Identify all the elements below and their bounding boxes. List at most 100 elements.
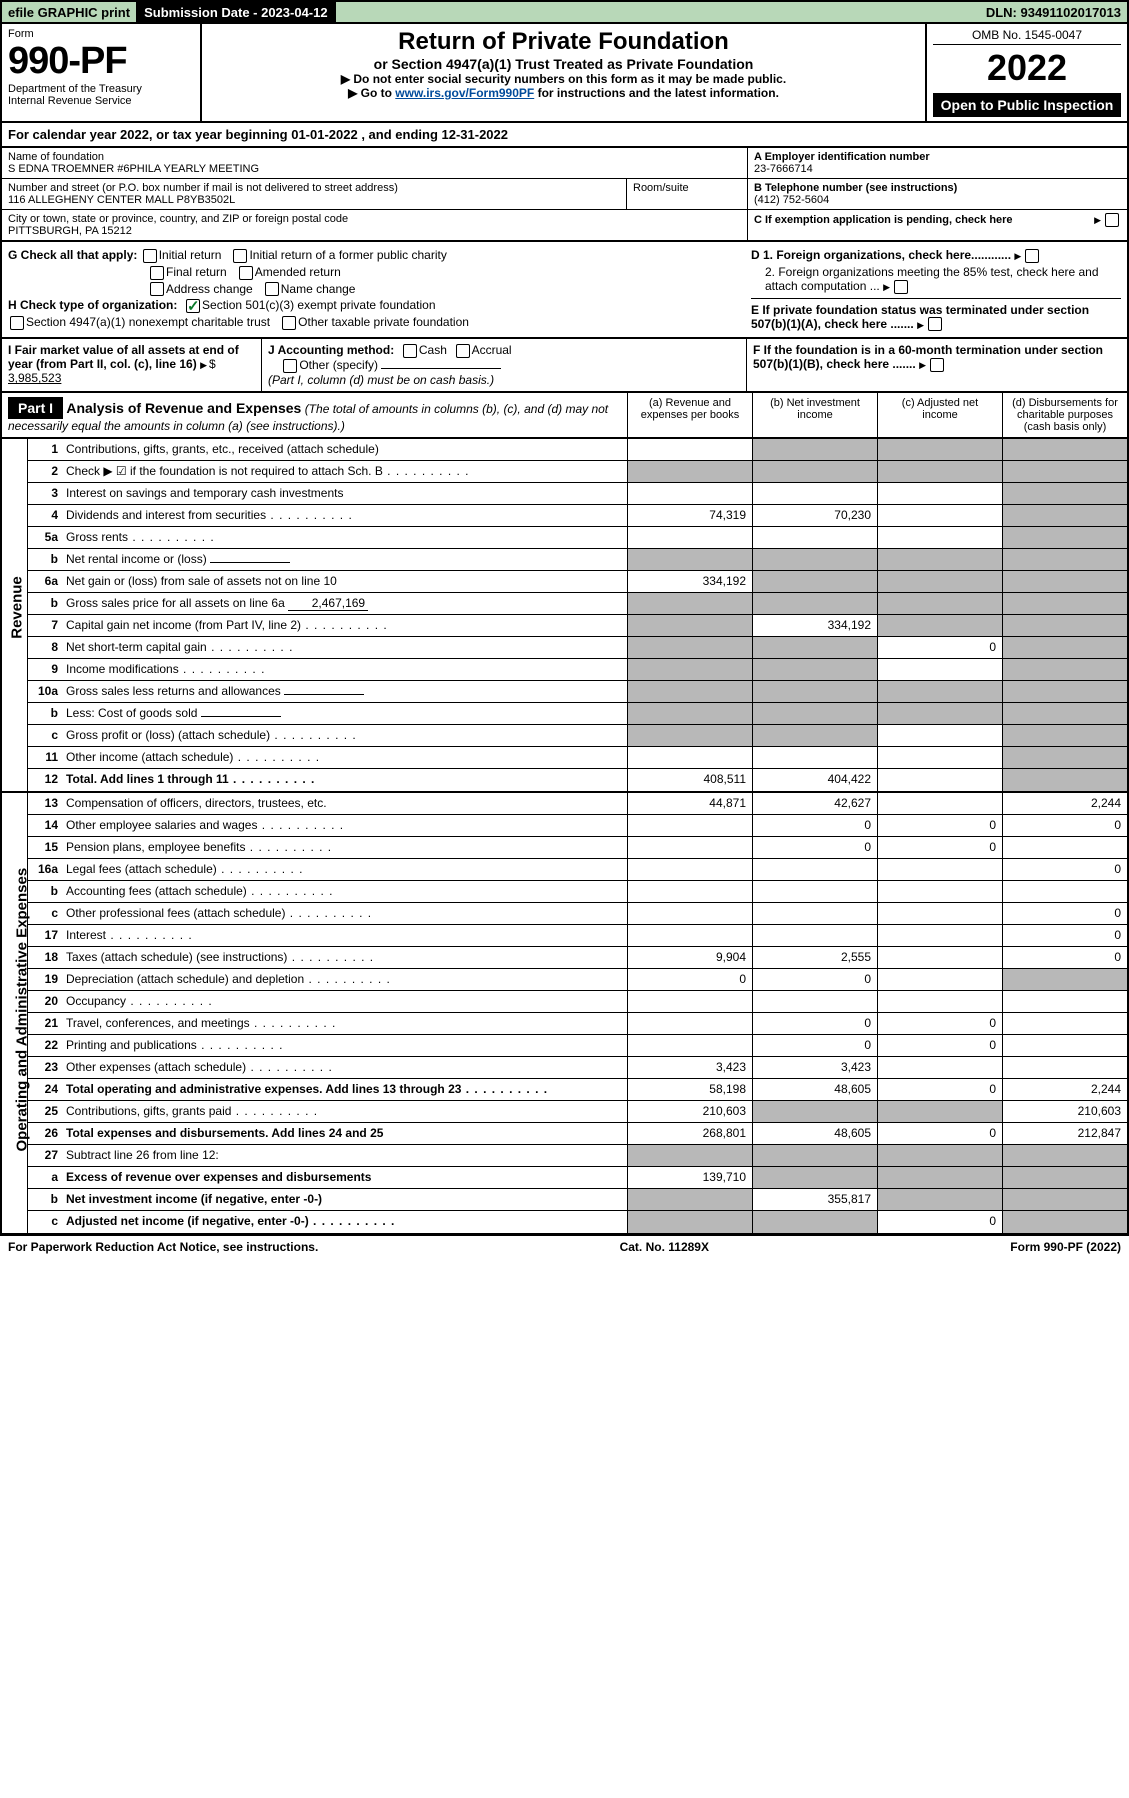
cell-value [1002,439,1127,460]
cell-value [627,991,752,1012]
line-number: 19 [28,969,62,990]
line-number: b [28,881,62,902]
cell-value: 3,423 [752,1057,877,1078]
table-row: 12Total. Add lines 1 through 11408,51140… [28,769,1127,791]
table-row: 1Contributions, gifts, grants, etc., rec… [28,439,1127,461]
name-change-checkbox[interactable] [265,282,279,296]
part1-header-row: Part I Analysis of Revenue and Expenses … [0,393,1129,439]
cell-value [877,1101,1002,1122]
cell-value [752,1145,877,1166]
cell-value [877,903,1002,924]
cell-value [1002,991,1127,1012]
fmv-value: 3,985,523 [8,371,61,385]
page-footer: For Paperwork Reduction Act Notice, see … [0,1235,1129,1258]
address-change-checkbox[interactable] [150,282,164,296]
f-checkbox[interactable] [930,358,944,372]
other-taxable-checkbox[interactable] [282,316,296,330]
cash-checkbox[interactable] [403,344,417,358]
cell-value [877,505,1002,526]
cell-value [877,991,1002,1012]
e-checkbox[interactable] [928,317,942,331]
d1-line: D 1. Foreign organizations, check here..… [751,248,1121,263]
initial-public-checkbox[interactable] [233,249,247,263]
cell-value [627,461,752,482]
table-row: 25Contributions, gifts, grants paid210,6… [28,1101,1127,1123]
cell-value: 0 [752,815,877,836]
cell-value [877,681,1002,702]
other-method-checkbox[interactable] [283,359,297,373]
initial-return-checkbox[interactable] [143,249,157,263]
irs-link[interactable]: www.irs.gov/Form990PF [395,86,534,100]
d1-checkbox[interactable] [1025,249,1039,263]
cell-value: 0 [1002,903,1127,924]
cell-value [627,1211,752,1233]
exemption-checkbox[interactable] [1105,213,1119,227]
expenses-side-label: Operating and Administrative Expenses [14,892,31,1152]
omb-number: OMB No. 1545-0047 [933,28,1121,45]
line-description: Net gain or (loss) from sale of assets n… [62,571,627,592]
foundation-name: S EDNA TROEMNER #6PHILA YEARLY MEETING [8,163,741,175]
final-return-checkbox[interactable] [150,266,164,280]
year-block: OMB No. 1545-0047 2022 Open to Public In… [927,24,1127,121]
cell-value: 9,904 [627,947,752,968]
cell-value: 48,605 [752,1079,877,1100]
line-number: 11 [28,747,62,768]
fmv-accounting-row: I Fair market value of all assets at end… [0,339,1129,393]
cell-value [1002,703,1127,724]
cell-value [877,1057,1002,1078]
cell-value: 0 [877,1079,1002,1100]
cell-value [1002,527,1127,548]
cell-value: 210,603 [1002,1101,1127,1122]
efile-print-label[interactable]: efile GRAPHIC print [2,2,138,22]
col-c-header: (c) Adjusted net income [877,393,1002,437]
d2-checkbox[interactable] [894,280,908,294]
amended-return-checkbox[interactable] [239,266,253,280]
line-number: 22 [28,1035,62,1056]
line-number: 13 [28,793,62,814]
cell-value [1002,969,1127,990]
cell-value [627,1189,752,1210]
cell-value [627,747,752,768]
cell-value: 355,817 [752,1189,877,1210]
501c3-checkbox[interactable] [186,299,200,313]
accrual-checkbox[interactable] [456,344,470,358]
line-description: Income modifications [62,659,627,680]
cell-value [752,549,877,570]
table-row: 10aGross sales less returns and allowanc… [28,681,1127,703]
cell-value: 0 [1002,815,1127,836]
cell-value [1002,637,1127,658]
line-number: 5a [28,527,62,548]
accounting-cell: J Accounting method: Cash Accrual Other … [262,339,747,391]
efile-top-bar: efile GRAPHIC print Submission Date - 20… [0,0,1129,24]
line-description: Gross sales less returns and allowances [62,681,627,702]
line-number: b [28,703,62,724]
cell-value [752,637,877,658]
cell-value: 70,230 [752,505,877,526]
line-description: Accounting fees (attach schedule) [62,881,627,902]
table-row: aExcess of revenue over expenses and dis… [28,1167,1127,1189]
cell-value [1002,725,1127,746]
room-suite-cell: Room/suite [627,179,747,209]
cell-value [627,527,752,548]
cell-value: 2,555 [752,947,877,968]
cell-value [877,439,1002,460]
form-note-link: ▶ Go to www.irs.gov/Form990PF for instru… [208,86,919,100]
table-row: bLess: Cost of goods sold [28,703,1127,725]
cell-value [627,483,752,504]
cell-value [1002,769,1127,791]
cell-value [1002,461,1127,482]
ein-cell: A Employer identification number 23-7666… [748,148,1127,179]
line-number: 10a [28,681,62,702]
form-title-block: Return of Private Foundation or Section … [202,24,927,121]
table-row: 26Total expenses and disbursements. Add … [28,1123,1127,1145]
table-row: 19Depreciation (attach schedule) and dep… [28,969,1127,991]
cell-value [1002,505,1127,526]
cell-value [1002,483,1127,504]
line-description: Dividends and interest from securities [62,505,627,526]
col-a-header: (a) Revenue and expenses per books [627,393,752,437]
line-description: Subtract line 26 from line 12: [62,1145,627,1166]
cell-value [752,659,877,680]
fmv-cell: I Fair market value of all assets at end… [2,339,262,391]
4947-checkbox[interactable] [10,316,24,330]
cell-value [1002,659,1127,680]
